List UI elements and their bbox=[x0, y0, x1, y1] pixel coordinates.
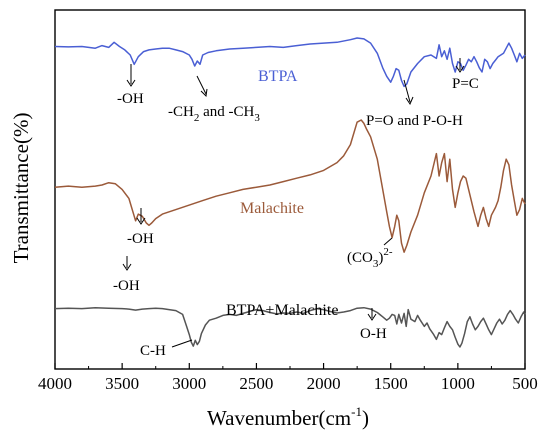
x-tick-label: 3500 bbox=[105, 374, 139, 393]
annotation-arrow-mix-ch bbox=[171, 339, 193, 348]
x-axis-title: Wavenumber(cm-1) bbox=[207, 404, 369, 430]
annotation-mix-oh1: -OH bbox=[113, 278, 140, 294]
x-tick-label: 500 bbox=[512, 374, 538, 393]
x-tick-label: 4000 bbox=[38, 374, 72, 393]
annotation-btpa-pc: P=C bbox=[452, 76, 479, 92]
series-label-btpa: BTPA bbox=[258, 68, 298, 85]
annotation-arrowhead-btpa-po bbox=[405, 96, 414, 106]
x-axis-ticks: 4000 3500 3000 2500 2000 1500 1000 500 bbox=[38, 363, 538, 393]
annotation-btpa-ch: -CH2 and -CH3 bbox=[168, 104, 260, 124]
annotation-arrowhead-btpa-oh bbox=[126, 79, 136, 87]
annotation-mal-oh: -OH bbox=[127, 231, 154, 247]
x-tick-label: 2000 bbox=[307, 374, 341, 393]
annotations: -OH -CH2 and -CH3 P=C P=O and P-O-H -OH … bbox=[113, 58, 479, 359]
y-axis-title: Transmittance(%) bbox=[9, 113, 33, 264]
annotation-mix-oh2: O-H bbox=[360, 326, 387, 342]
annotation-arrowhead-mix-oh2 bbox=[367, 313, 377, 321]
annotation-btpa-po: P=O and P-O-H bbox=[366, 113, 463, 129]
x-tick-label: 1000 bbox=[441, 374, 475, 393]
series-line-malachite bbox=[54, 119, 526, 253]
annotation-arrowhead-mix-oh1 bbox=[122, 263, 132, 271]
series-line-btpa bbox=[54, 37, 526, 88]
annotation-arrowhead-btpa-pc bbox=[455, 65, 465, 73]
x-tick-label: 1500 bbox=[374, 374, 408, 393]
annotation-arrowhead-btpa-ch bbox=[200, 88, 208, 98]
series-label-btpa-malachite: BTPA+Malachite bbox=[226, 302, 338, 319]
x-tick-label: 3000 bbox=[172, 374, 206, 393]
annotation-arrowhead-mal-oh bbox=[136, 217, 146, 225]
series-line-btpa-malachite bbox=[54, 306, 526, 348]
annotation-mal-co3: (CO3)2- bbox=[347, 246, 393, 270]
annotation-arrow-mal-co3 bbox=[383, 237, 393, 246]
annotation-arrow-btpa-po bbox=[403, 79, 411, 103]
annotation-btpa-oh: -OH bbox=[117, 91, 144, 107]
annotation-arrow-btpa-ch bbox=[196, 75, 207, 95]
series-label-malachite: Malachite bbox=[240, 200, 304, 217]
series-layer bbox=[54, 37, 526, 348]
x-tick-label: 2500 bbox=[239, 374, 273, 393]
annotation-mix-ch: C-H bbox=[140, 343, 166, 359]
